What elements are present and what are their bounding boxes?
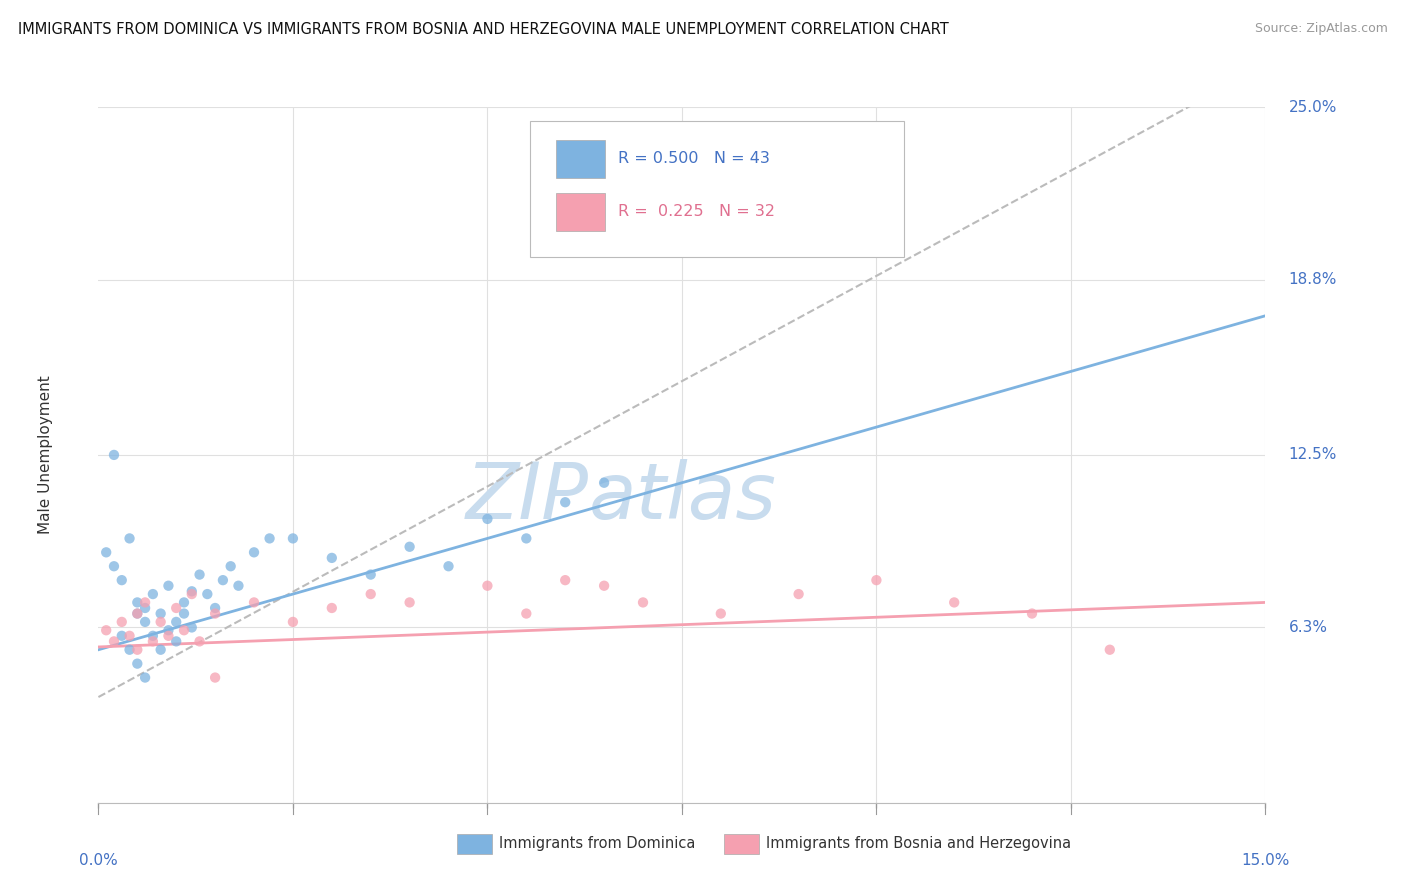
Point [157, 629, 180, 643]
Point [321, 550, 343, 565]
Text: Source: ZipAtlas.com: Source: ZipAtlas.com [1254, 22, 1388, 36]
Text: R =  0.225   N = 32: R = 0.225 N = 32 [617, 204, 775, 219]
Point [321, 601, 343, 615]
Point [157, 624, 180, 638]
Point [188, 567, 211, 582]
Point [593, 475, 616, 490]
Point [173, 595, 195, 609]
Point [281, 615, 304, 629]
Text: Immigrants from Bosnia and Herzegovina: Immigrants from Bosnia and Herzegovina [766, 837, 1071, 851]
Point [127, 607, 149, 621]
Point [96, 624, 118, 638]
Point [173, 607, 195, 621]
Text: Immigrants from Dominica: Immigrants from Dominica [499, 837, 696, 851]
Point [243, 595, 266, 609]
Point [118, 532, 141, 546]
Point [204, 607, 226, 621]
Point [180, 620, 202, 634]
Point [111, 629, 134, 643]
Point [111, 573, 134, 587]
Bar [555, 140, 605, 178]
Point [134, 671, 156, 685]
Text: 6.3%: 6.3% [1289, 620, 1327, 635]
Point [515, 532, 537, 546]
Point [180, 584, 202, 599]
Point [111, 615, 134, 629]
Point [477, 579, 499, 593]
Point [865, 573, 887, 587]
Point [398, 540, 420, 554]
Point [360, 587, 382, 601]
Text: 12.5%: 12.5% [1289, 448, 1337, 462]
Point [554, 211, 576, 226]
Point [118, 642, 141, 657]
Point [149, 607, 172, 621]
Text: 15.0%: 15.0% [1241, 853, 1289, 868]
FancyBboxPatch shape [530, 121, 904, 257]
Point [142, 587, 165, 601]
Point [127, 657, 149, 671]
Point [437, 559, 460, 574]
Bar [555, 193, 605, 231]
Point [149, 615, 172, 629]
Point [96, 545, 118, 559]
Point [554, 573, 576, 587]
Text: 0.0%: 0.0% [79, 853, 118, 868]
Text: 25.0%: 25.0% [1289, 100, 1337, 114]
Point [228, 579, 250, 593]
Point [127, 607, 149, 621]
Point [134, 615, 156, 629]
Text: R = 0.500   N = 43: R = 0.500 N = 43 [617, 151, 769, 166]
Point [103, 634, 125, 648]
Point [398, 595, 420, 609]
Point [142, 629, 165, 643]
Point [118, 629, 141, 643]
Text: atlas: atlas [589, 458, 776, 534]
Point [515, 607, 537, 621]
Point [204, 601, 226, 615]
Point [204, 671, 226, 685]
Text: 18.8%: 18.8% [1289, 272, 1337, 287]
Point [180, 587, 202, 601]
Point [477, 512, 499, 526]
Point [157, 579, 180, 593]
Point [127, 595, 149, 609]
Point [188, 634, 211, 648]
Point [360, 567, 382, 582]
Point [710, 607, 733, 621]
Point [142, 634, 165, 648]
Point [219, 559, 242, 574]
Point [103, 448, 125, 462]
Point [1021, 607, 1043, 621]
Point [103, 559, 125, 574]
Point [259, 532, 281, 546]
Point [243, 545, 266, 559]
Point [165, 601, 187, 615]
Text: ZIP: ZIP [465, 458, 589, 534]
Point [281, 532, 304, 546]
Text: Male Unemployment: Male Unemployment [38, 376, 53, 534]
Point [1098, 642, 1121, 657]
Point [943, 595, 966, 609]
Point [593, 579, 616, 593]
Point [195, 587, 218, 601]
Point [149, 642, 172, 657]
Point [165, 634, 187, 648]
Text: IMMIGRANTS FROM DOMINICA VS IMMIGRANTS FROM BOSNIA AND HERZEGOVINA MALE UNEMPLOY: IMMIGRANTS FROM DOMINICA VS IMMIGRANTS F… [18, 22, 949, 37]
Point [127, 642, 149, 657]
Point [554, 495, 576, 509]
Point [212, 573, 235, 587]
Point [173, 624, 195, 638]
Point [165, 615, 187, 629]
Point [134, 595, 156, 609]
Point [787, 587, 810, 601]
Point [631, 595, 654, 609]
Point [134, 601, 156, 615]
